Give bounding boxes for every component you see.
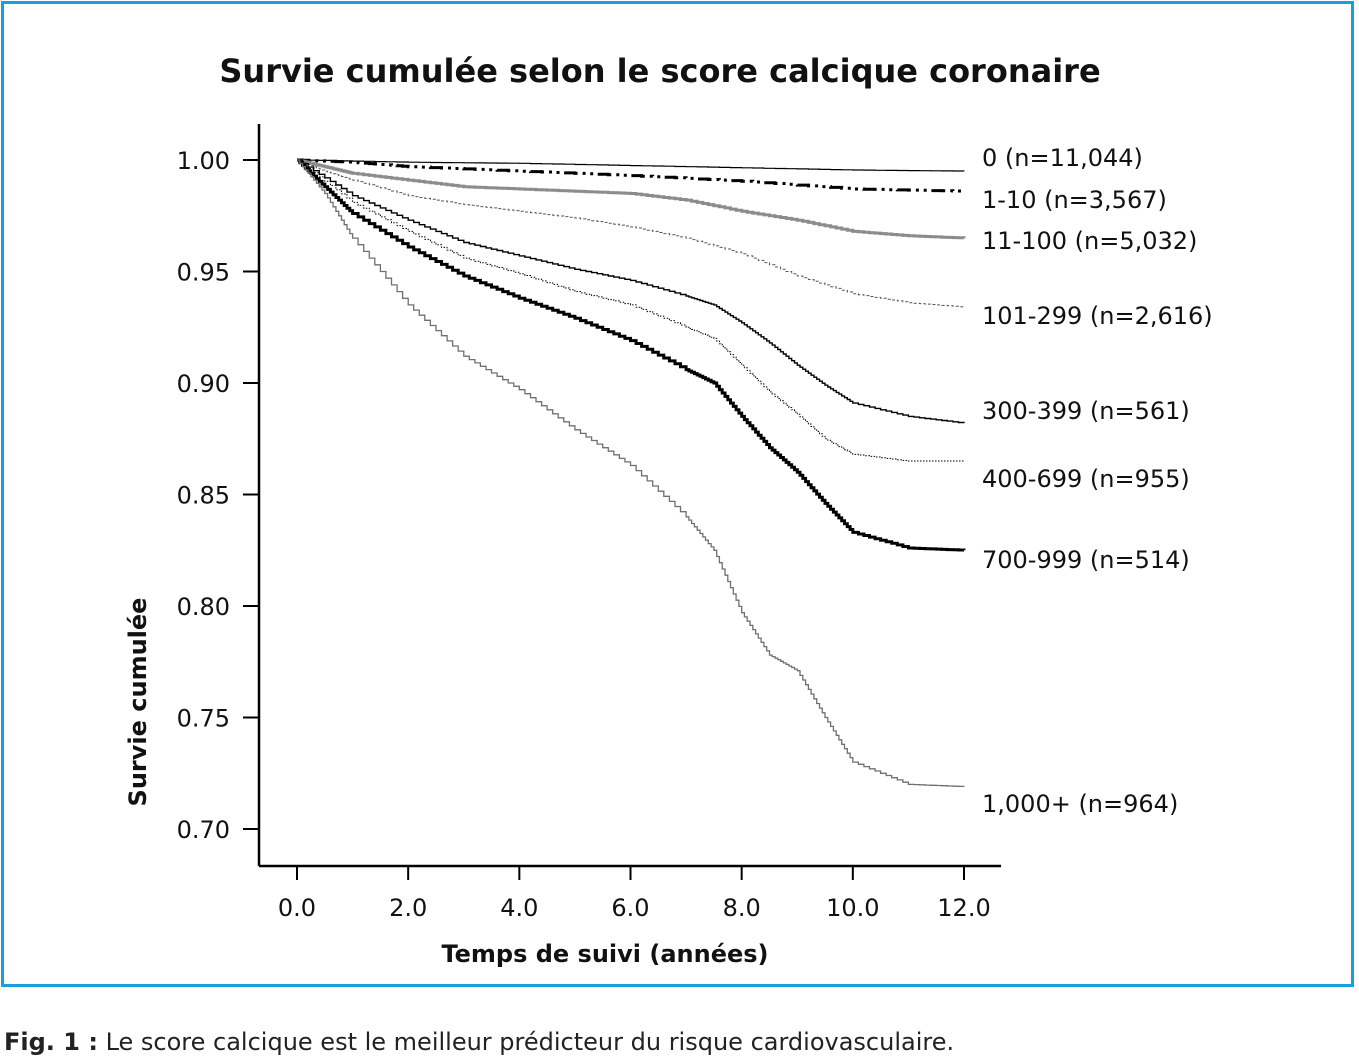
- x-tick-label: 12.0: [937, 894, 990, 922]
- series-line: [297, 158, 966, 193]
- x-tick-label: 10.0: [826, 894, 879, 922]
- y-tick-label: 0.75: [177, 705, 230, 733]
- y-tick-label: 1.00: [177, 147, 230, 175]
- series-label: 400-699 (n=955): [982, 465, 1190, 493]
- caption-text: Le score calcique est le meilleur prédic…: [97, 1028, 955, 1056]
- series-label: 1,000+ (n=964): [982, 790, 1178, 818]
- series-label: 1-10 (n=3,567): [982, 186, 1167, 214]
- series-label: 0 (n=11,044): [982, 144, 1143, 172]
- x-ticks: 0.0 2.0 4.0 6.0 8.0 10.0 12.0: [278, 866, 991, 922]
- series-line: [297, 159, 965, 424]
- series-lines: [297, 158, 966, 788]
- series-line: [297, 158, 966, 552]
- y-tick-label: 0.90: [177, 370, 230, 398]
- x-tick-label: 2.0: [389, 894, 427, 922]
- series-labels: 0 (n=11,044) 1-10 (n=3,567) 11-100 (n=5,03…: [982, 144, 1213, 818]
- x-tick-label: 6.0: [611, 894, 649, 922]
- series-label: 11-100 (n=5,032): [982, 227, 1197, 255]
- chart-title: Survie cumulée selon le score calcique c…: [219, 52, 1100, 90]
- x-axis-label: Temps de suivi (années): [441, 940, 768, 968]
- series-label: 101-299 (n=2,616): [982, 302, 1213, 330]
- series-line: [297, 159, 965, 788]
- series-line: [297, 159, 964, 462]
- y-ticks: 1.00 0.95 0.90 0.85 0.80 0.75 0.70: [177, 147, 259, 844]
- series-label: 300-399 (n=561): [982, 397, 1190, 425]
- series-line: [297, 158, 966, 240]
- figure-caption: Fig. 1 : Le score calcique est le meille…: [4, 1028, 954, 1056]
- x-tick-label: 8.0: [723, 894, 761, 922]
- figure-frame: Survie cumulée selon le score calcique c…: [1, 1, 1354, 987]
- x-tick-label: 0.0: [278, 894, 316, 922]
- series-line: [297, 159, 965, 172]
- survival-chart: Survie cumulée selon le score calcique c…: [124, 52, 1213, 968]
- x-tick-label: 4.0: [500, 894, 538, 922]
- y-tick-label: 0.95: [177, 259, 230, 287]
- y-tick-label: 0.80: [177, 593, 230, 621]
- y-tick-label: 0.85: [177, 482, 230, 510]
- y-tick-label: 0.70: [177, 816, 230, 844]
- y-axis-label: Survie cumulée: [124, 598, 152, 807]
- caption-label: Fig. 1 :: [4, 1028, 98, 1056]
- series-label: 700-999 (n=514): [982, 546, 1190, 574]
